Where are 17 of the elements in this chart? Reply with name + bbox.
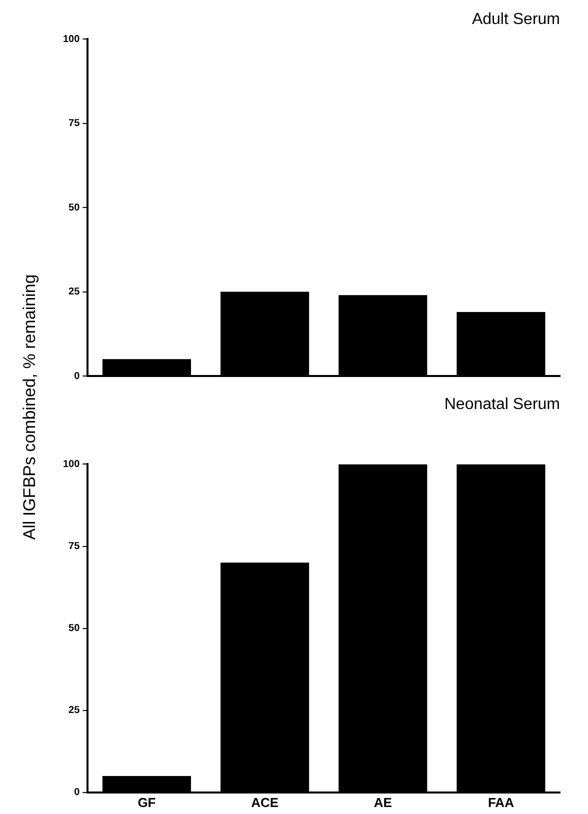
x-tick-label: AE [374,794,392,810]
y-tick-label: 75 [68,118,80,130]
chart-title: Adult Serum [472,11,560,28]
y-tick-label: 75 [68,541,80,552]
x-tick-label: GF [138,794,156,810]
y-tick-label: 0 [74,787,80,798]
x-tick-label: ACE [251,794,279,810]
chart-title: Neonatal Serum [444,396,560,414]
y-tick-label: 50 [68,202,80,214]
x-tick-label: FAA [488,794,515,810]
y-tick-label: 25 [68,705,80,716]
y-tick-label: 100 [62,458,80,470]
y-tick-label: 25 [68,286,80,298]
y-tick-label: 50 [68,623,80,634]
y-tick-label: 100 [62,34,80,45]
y-axis-title: All IGFBPs combined, % remaining [20,274,40,540]
y-tick-label: 0 [74,370,80,382]
